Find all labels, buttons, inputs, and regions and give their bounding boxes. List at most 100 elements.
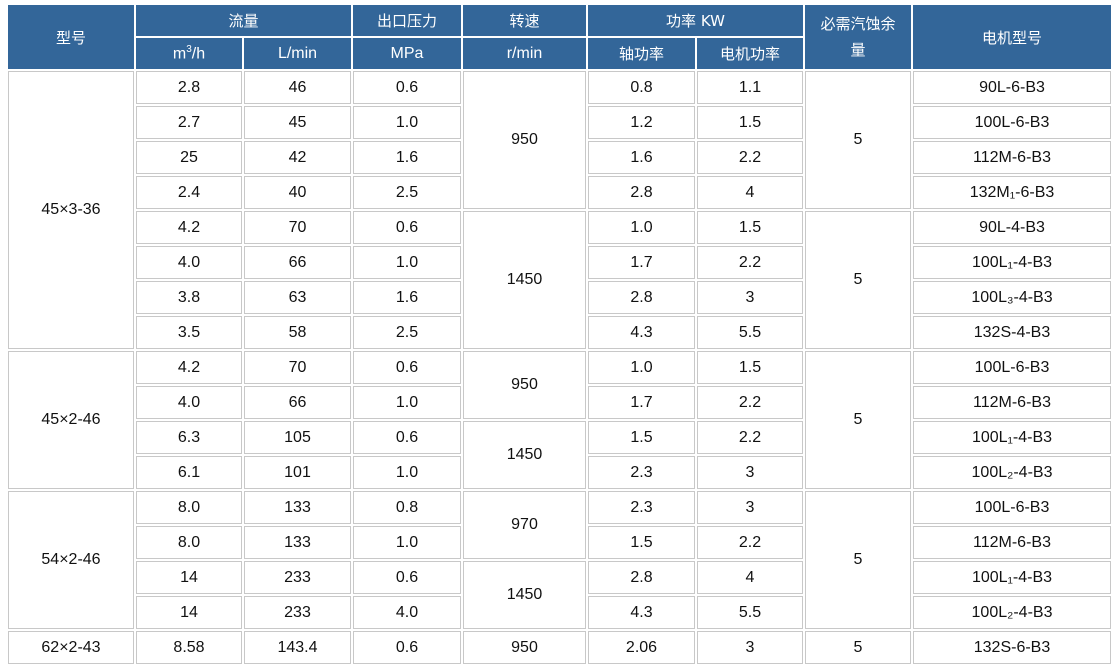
table-row: 2.7 45 1.0 1.2 1.5 100L-6-B3 <box>8 106 1111 139</box>
header-speed-unit: r/min <box>463 38 586 69</box>
cell-motor-model: 100L₁-4-B3 <box>913 561 1111 594</box>
cell-npsh: 5 <box>805 631 911 664</box>
cell-flow-m3h: 2.7 <box>136 106 242 139</box>
cell-motor-power: 2.2 <box>697 421 803 454</box>
cell-pressure: 0.6 <box>353 561 461 594</box>
table-row: 14 233 0.6 1450 2.8 4 100L₁-4-B3 <box>8 561 1111 629</box>
cell-flow-lmin: 143.4 <box>244 631 351 664</box>
cell-shaft-power: 1.0 <box>588 351 695 384</box>
cell-flow-lmin: 46 <box>244 71 351 104</box>
header-flow: 流量 <box>136 5 351 36</box>
cell-motor-power: 5.5 <box>697 316 803 349</box>
pump-spec-table: 型号 流量 出口压力 转速 功率 KW 必需汽蚀余量 电机型号 m3/h L/m… <box>6 3 1113 666</box>
cell-shaft-power: 4.3 <box>588 316 695 349</box>
cell-flow-m3h: 3.5 <box>136 316 242 349</box>
cell-motor-model: 100L-6-B3 <box>913 491 1111 524</box>
table-row: 3.8 63 1.6 2.8 3 100L₃-4-B3 <box>8 281 1111 314</box>
cell-flow-lmin: 101 <box>244 456 351 489</box>
cell-pressure: 0.8 <box>353 491 461 524</box>
cell-flow-m3h: 6.3 <box>136 421 242 454</box>
table-row: 62×2-43 8.58 143.4 0.6 950 2.06 3 5 132S-6-B3 <box>8 631 1111 664</box>
cell-model: 45×3-36 <box>8 71 134 349</box>
cell-motor-power: 2.2 <box>697 141 803 174</box>
table-row: 4.0 66 1.0 1.7 2.2 100L₁-4-B3 <box>8 246 1111 279</box>
cell-flow-lmin: 66 <box>244 246 351 279</box>
cell-model: 62×2-43 <box>8 631 134 664</box>
cell-motor-power: 1.1 <box>697 71 803 104</box>
cell-flow-lmin: 63 <box>244 281 351 314</box>
cell-shaft-power: 1.5 <box>588 421 695 454</box>
cell-motor-power: 1.5 <box>697 106 803 139</box>
cell-flow-m3h: 6.1 <box>136 456 242 489</box>
cell-speed: 950 <box>463 351 586 419</box>
cell-flow-m3h: 14 <box>136 596 242 629</box>
cell-pressure: 2.5 <box>353 316 461 349</box>
table-row: 2.4 40 2.5 2.8 4 132M₁-6-B3 <box>8 176 1111 209</box>
cell-flow-lmin: 45 <box>244 106 351 139</box>
cell-shaft-power: 2.3 <box>588 456 695 489</box>
cell-flow-lmin: 42 <box>244 141 351 174</box>
cell-motor-model: 100L₃-4-B3 <box>913 281 1111 314</box>
cell-npsh: 5 <box>805 491 911 629</box>
cell-npsh: 5 <box>805 71 911 209</box>
cell-model: 54×2-46 <box>8 491 134 629</box>
cell-motor-power: 4 <box>697 561 803 594</box>
cell-motor-model: 100L₂-4-B3 <box>913 596 1111 629</box>
cell-flow-m3h: 4.2 <box>136 351 242 384</box>
cell-speed: 1450 <box>463 421 586 489</box>
table-row: 54×2-46 8.0 133 0.8 970 2.3 3 5 100L-6-B3 <box>8 491 1111 629</box>
header-flow-m3h: m3/h <box>136 38 242 69</box>
header-npsh: 必需汽蚀余量 <box>805 5 911 69</box>
cell-pressure: 0.6 <box>353 71 461 104</box>
cell-speed: 1450 <box>463 211 586 349</box>
table-row: 45×2-46 4.2 70 0.6 950 1.0 1.5 5 100L-6-B3 <box>8 351 1111 489</box>
cell-speed: 970 <box>463 491 586 559</box>
cell-motor-power: 3 <box>697 491 803 524</box>
cell-shaft-power: 1.5 <box>588 526 695 559</box>
cell-motor-model: 112M-6-B3 <box>913 526 1111 559</box>
cell-pressure: 1.0 <box>353 386 461 419</box>
table-row: 14 233 4.0 4.3 5.5 100L₂-4-B3 <box>8 596 1111 629</box>
cell-motor-model: 112M-6-B3 <box>913 386 1111 419</box>
cell-pressure: 0.6 <box>353 631 461 664</box>
cell-motor-model: 100L-6-B3 <box>913 106 1111 139</box>
cell-flow-m3h: 14 <box>136 561 242 594</box>
cell-shaft-power: 1.2 <box>588 106 695 139</box>
cell-flow-lmin: 66 <box>244 386 351 419</box>
header-model: 型号 <box>8 5 134 69</box>
cell-npsh: 5 <box>805 351 911 489</box>
cell-motor-power: 1.5 <box>697 211 803 244</box>
cell-pressure: 0.6 <box>353 211 461 244</box>
cell-motor-model: 100L₁-4-B3 <box>913 246 1111 279</box>
cell-flow-m3h: 2.4 <box>136 176 242 209</box>
cell-shaft-power: 2.3 <box>588 491 695 524</box>
cell-pressure: 2.5 <box>353 176 461 209</box>
cell-motor-power: 3 <box>697 456 803 489</box>
header-flow-lmin: L/min <box>244 38 351 69</box>
cell-flow-m3h: 4.0 <box>136 246 242 279</box>
table-body: 45×3-36 2.8 46 0.6 950 0.8 1.1 5 90L-6-B3 2.7 45 1.… <box>8 71 1111 664</box>
header-shaft-power: 轴功率 <box>588 38 695 69</box>
cell-shaft-power: 0.8 <box>588 71 695 104</box>
cell-motor-model: 112M-6-B3 <box>913 141 1111 174</box>
cell-shaft-power: 1.0 <box>588 211 695 244</box>
cell-motor-power: 2.2 <box>697 246 803 279</box>
cell-pressure: 0.6 <box>353 421 461 454</box>
cell-flow-lmin: 105 <box>244 421 351 454</box>
header-pressure: 出口压力 <box>353 5 461 36</box>
header-motor-model: 电机型号 <box>913 5 1111 69</box>
cell-flow-lmin: 70 <box>244 351 351 384</box>
cell-speed: 950 <box>463 631 586 664</box>
cell-flow-m3h: 4.0 <box>136 386 242 419</box>
cell-flow-m3h: 8.0 <box>136 526 242 559</box>
cell-shaft-power: 2.8 <box>588 561 695 594</box>
table-row: 6.1 101 1.0 2.3 3 100L₂-4-B3 <box>8 456 1111 489</box>
cell-motor-power: 3 <box>697 281 803 314</box>
cell-shaft-power: 4.3 <box>588 596 695 629</box>
cell-motor-model: 100L₁-4-B3 <box>913 421 1111 454</box>
table-row: 45×3-36 2.8 46 0.6 950 0.8 1.1 5 90L-6-B3 <box>8 71 1111 349</box>
header-power: 功率 KW <box>588 5 803 36</box>
table-row: 4.0 66 1.0 1.7 2.2 112M-6-B3 <box>8 386 1111 419</box>
cell-pressure: 4.0 <box>353 596 461 629</box>
cell-pressure: 1.0 <box>353 246 461 279</box>
